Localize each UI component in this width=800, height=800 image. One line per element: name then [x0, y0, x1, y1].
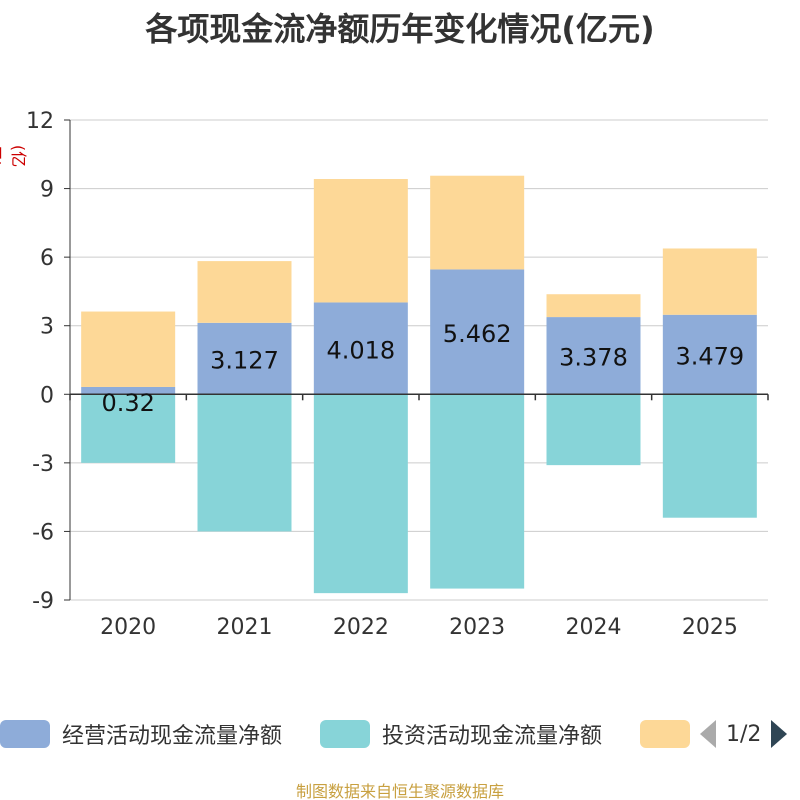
bar-investing-2020 [81, 394, 176, 463]
data-label-operating-2021: 3.127 [210, 347, 279, 375]
legend-swatch-operating [0, 720, 50, 748]
data-label-operating-2023: 5.462 [443, 320, 512, 348]
legend-pager: 1/2 [700, 716, 788, 752]
data-label-operating-2020: 0.32 [101, 389, 154, 417]
legend-item-investing[interactable]: 投资活动现金流量净额 [320, 716, 602, 752]
legend-next-page-icon[interactable] [771, 720, 788, 748]
legend-item-financing[interactable] [640, 716, 690, 752]
data-label-operating-2024: 3.378 [559, 344, 628, 372]
x-tick-label: 2024 [566, 615, 622, 640]
bar-operating-2024 [546, 317, 641, 395]
x-tick-label: 2020 [100, 615, 156, 640]
y-tick-label: -6 [32, 520, 54, 545]
bar-investing-2022 [313, 394, 408, 594]
x-tick-label: 2023 [449, 615, 505, 640]
chart-title: 各项现金流净额历年变化情况(亿元) [145, 10, 655, 48]
data-label-operating-2022: 4.018 [326, 336, 395, 364]
x-tick-label: 2025 [682, 615, 738, 640]
y-tick-label: 6 [40, 246, 54, 271]
bar-financing-2024 [546, 294, 641, 318]
y-tick-label: 12 [26, 109, 54, 134]
bar-operating-2022 [313, 302, 408, 395]
bar-operating-2023 [430, 269, 525, 395]
legend-prev-page-icon[interactable] [700, 720, 716, 748]
y-tick-label: 3 [40, 315, 54, 340]
data-label-operating-2025: 3.479 [675, 343, 744, 371]
y-tick-label: -3 [32, 452, 54, 477]
legend-swatch-investing [320, 720, 370, 748]
legend-item-operating[interactable]: 经营活动现金流量净额 [0, 716, 282, 752]
legend: 经营活动现金流量净额 投资活动现金流量净额 1/2 [0, 716, 800, 752]
bar-financing-2025 [662, 248, 757, 315]
y-tick-label: -9 [32, 589, 54, 614]
legend-page-indicator: 1/2 [726, 721, 762, 747]
bar-financing-2023 [430, 175, 525, 270]
bar-operating-2020 [81, 386, 176, 395]
data-source-note: 制图数据来自恒生聚源数据库 [295, 782, 504, 800]
bar-investing-2025 [662, 394, 757, 518]
legend-label-operating: 经营活动现金流量净额 [62, 724, 283, 749]
bar-operating-2021 [197, 322, 292, 395]
bar-financing-2022 [313, 179, 408, 303]
legend-swatch-financing [640, 720, 690, 748]
bar-investing-2023 [430, 394, 525, 589]
bar-financing-2021 [197, 261, 292, 323]
bar-investing-2024 [546, 394, 641, 466]
y-tick-label: 9 [40, 178, 54, 203]
legend-label-investing: 投资活动现金流量净额 [382, 724, 603, 749]
bar-investing-2021 [197, 394, 292, 532]
y-tick-label: 0 [40, 383, 54, 408]
x-tick-label: 2022 [333, 615, 389, 640]
chart-plot: 12 9 6 3 0 -3 -6 -9 0.32 3.127 4.018 5.462 3.378 3.47… [26, 109, 769, 640]
bar-financing-2020 [81, 311, 176, 387]
bar-operating-2025 [662, 314, 757, 395]
x-tick-label: 2021 [217, 615, 273, 640]
